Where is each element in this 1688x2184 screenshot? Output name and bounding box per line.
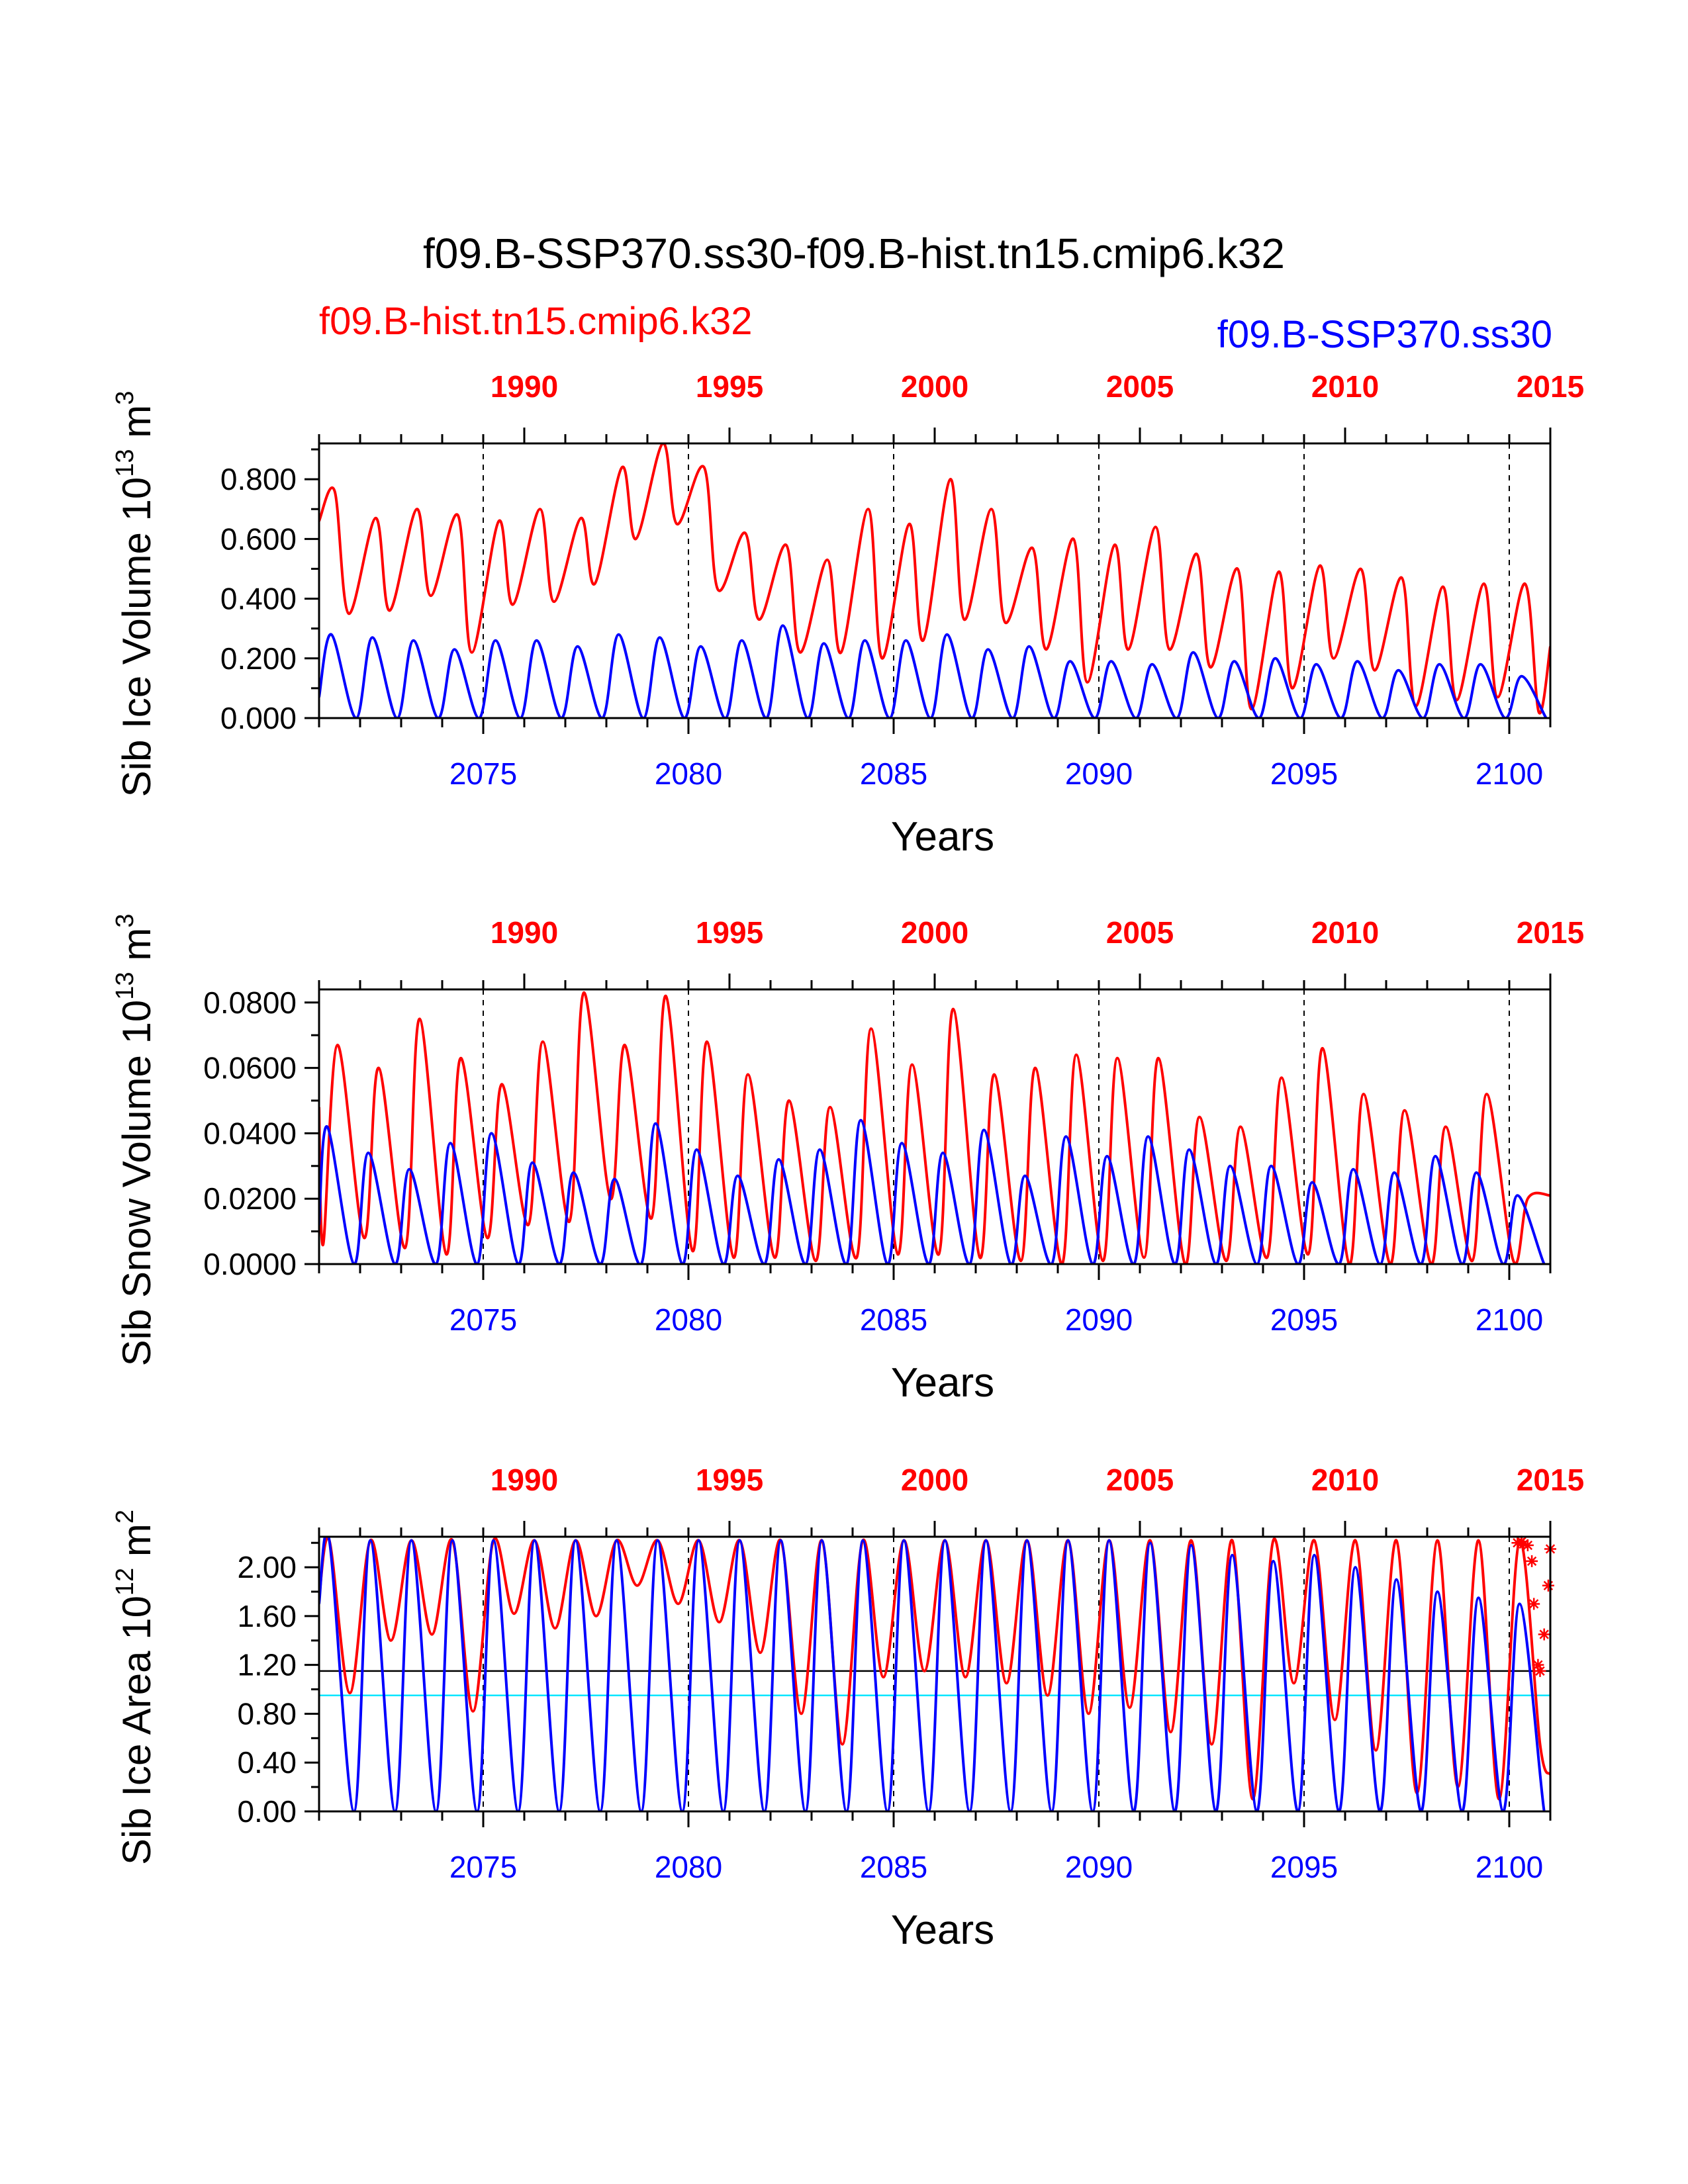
star-marker <box>1521 1539 1534 1551</box>
x-tick-label: 2095 <box>1270 756 1338 791</box>
top-x-tick-label: 2000 <box>901 1463 968 1497</box>
y-tick-label: 1.20 <box>237 1648 297 1682</box>
top-x-tick-label: 1990 <box>491 1463 558 1497</box>
ssp-series-line <box>319 624 1550 718</box>
x-axis-label: Years <box>891 1907 994 1953</box>
y-axis-label: Sib Ice Volume 1013 m3 <box>111 391 159 797</box>
hist-series-line <box>319 991 1550 1264</box>
x-tick-label: 2090 <box>1065 1302 1133 1337</box>
y-tick-label: 0.0200 <box>203 1181 297 1216</box>
x-tick-label: 2075 <box>449 756 517 791</box>
y-tick-label: 0.0600 <box>203 1051 297 1085</box>
y-tick-label: 2.00 <box>237 1550 297 1584</box>
y-tick-label: 0.00 <box>237 1794 297 1829</box>
top-x-tick-label: 2005 <box>1106 1463 1174 1497</box>
top-x-tick-label: 2015 <box>1517 1463 1584 1497</box>
star-marker <box>1528 1598 1540 1610</box>
x-tick-label: 2095 <box>1270 1302 1338 1337</box>
x-tick-label: 2075 <box>449 1302 517 1337</box>
top-x-tick-label: 2010 <box>1311 1463 1379 1497</box>
top-x-tick-label: 2010 <box>1311 369 1379 404</box>
x-axis-label: Years <box>891 1360 994 1406</box>
ice-area-panel: 0.00 0.40 0.80 1.20 1.60 2.00 2075 2080 2085 2090… <box>111 1463 1584 1953</box>
top-x-tick-label: 1995 <box>696 1463 763 1497</box>
top-x-tick-label: 2010 <box>1311 915 1379 950</box>
x-axis-label: Years <box>891 814 994 860</box>
top-x-tick-label: 1995 <box>696 369 763 404</box>
y-tick-label: 0.600 <box>220 522 297 556</box>
y-tick-label: 0.000 <box>220 701 297 735</box>
x-tick-label: 2100 <box>1476 1302 1543 1337</box>
y-tick-label: 0.0000 <box>203 1247 297 1281</box>
y-tick-label: 0.400 <box>220 582 297 616</box>
x-tick-label: 2100 <box>1476 756 1543 791</box>
snow-volume-panel: 0.0000 0.0200 0.0400 0.0600 0.0800 2075 2080 20… <box>111 914 1584 1406</box>
ice-volume-panel: 0.000 0.200 0.400 0.600 0.800 2075 2080 2085 209… <box>111 369 1584 860</box>
ssp-series-line <box>319 1118 1550 1264</box>
x-tick-label: 2080 <box>655 1302 722 1337</box>
y-tick-label: 0.800 <box>220 462 297 496</box>
top-x-tick-label: 2015 <box>1517 915 1584 950</box>
y-tick-label: 0.40 <box>237 1745 297 1780</box>
legend-ssp-label: f09.B-SSP370.ss30 <box>1217 313 1552 356</box>
x-tick-label: 2100 <box>1476 1850 1543 1884</box>
star-marker <box>1538 1628 1550 1641</box>
y-tick-label: 0.80 <box>237 1696 297 1731</box>
y-tick-label: 0.0800 <box>203 985 297 1020</box>
y-tick-label: 0.0400 <box>203 1116 297 1150</box>
y-tick-label: 1.60 <box>237 1599 297 1633</box>
top-x-tick-label: 2005 <box>1106 369 1174 404</box>
top-x-tick-label: 2000 <box>901 915 968 950</box>
top-x-tick-label: 2005 <box>1106 915 1174 950</box>
x-tick-label: 2095 <box>1270 1850 1338 1884</box>
top-x-tick-label: 1990 <box>491 369 558 404</box>
y-axis-label: Sib Ice Area 1012 m2 <box>111 1510 159 1865</box>
star-marker <box>1542 1579 1554 1592</box>
x-tick-label: 2085 <box>860 1302 927 1337</box>
x-tick-label: 2080 <box>655 1850 722 1884</box>
top-x-tick-label: 1990 <box>491 915 558 950</box>
x-tick-label: 2085 <box>860 756 927 791</box>
top-x-tick-label: 1995 <box>696 915 763 950</box>
star-marker <box>1526 1555 1538 1567</box>
x-tick-label: 2085 <box>860 1850 927 1884</box>
figure-title: f09.B-SSP370.ss30-f09.B-hist.tn15.cmip6.… <box>423 230 1285 277</box>
legend-hist-label: f09.B-hist.tn15.cmip6.k32 <box>319 300 752 343</box>
star-marker <box>1534 1664 1546 1677</box>
top-x-tick-label: 2000 <box>901 369 968 404</box>
star-marker <box>1511 1537 1524 1549</box>
x-tick-label: 2090 <box>1065 756 1133 791</box>
x-tick-label: 2075 <box>449 1850 517 1884</box>
x-tick-label: 2090 <box>1065 1850 1133 1884</box>
y-tick-label: 0.200 <box>220 641 297 676</box>
x-tick-label: 2080 <box>655 756 722 791</box>
hist-series-line <box>319 443 1550 715</box>
top-x-tick-label: 2015 <box>1517 369 1584 404</box>
y-axis-label: Sib Snow Volume 1013 m3 <box>111 914 159 1367</box>
